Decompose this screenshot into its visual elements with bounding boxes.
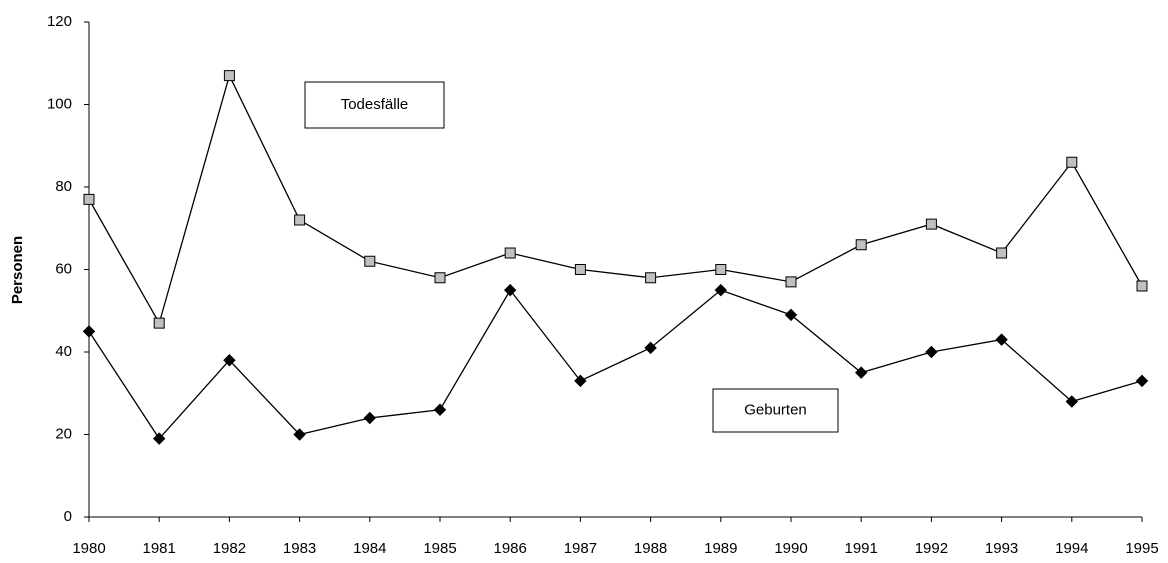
series-line [88,73,1143,325]
series-label: Geburten [744,401,807,418]
marker [855,239,867,251]
marker [996,247,1008,259]
x-tick-label: 1981 [143,540,176,557]
marker [364,255,376,267]
marker [223,70,235,82]
x-tick-label: 1986 [494,540,527,557]
marker [854,366,868,379]
marker [1065,395,1079,408]
x-tick-label: 1987 [564,540,597,557]
marker [784,308,798,322]
marker [714,283,728,297]
marker [434,272,446,284]
marker [715,264,727,275]
x-tick-label: 1993 [985,540,1018,557]
series-label-box [304,81,445,129]
y-tick-label: 60 [55,260,72,277]
marker [293,428,306,441]
marker [574,264,586,275]
marker [1066,156,1078,168]
x-tick-label: 1989 [704,540,737,557]
marker [995,333,1008,346]
marker [363,411,377,425]
x-tick-label: 1990 [774,540,807,557]
marker [645,272,657,284]
marker [82,325,96,338]
x-tick-label: 1983 [283,540,316,557]
marker [644,341,657,355]
marker [1136,280,1148,292]
marker [223,354,236,367]
series-line [88,288,1143,440]
x-tick-label: 1985 [423,540,456,557]
series-label: Todesfälle [341,96,409,113]
y-axis-label: Personen [9,236,26,304]
marker [503,283,517,297]
x-tick-label: 1982 [213,540,246,557]
marker [504,247,516,259]
marker [153,317,165,329]
y-tick-label: 120 [47,13,72,30]
x-tick-label: 1992 [915,540,948,557]
x-tick-label: 1994 [1055,540,1088,557]
marker [294,214,306,226]
marker [152,432,166,445]
y-tick-label: 80 [55,178,72,195]
x-tick-label: 1995 [1125,540,1158,557]
y-tick-label: 40 [55,343,72,360]
x-tick-label: 1988 [634,540,667,557]
marker [785,276,797,288]
y-tick-label: 100 [47,95,72,112]
marker [574,374,587,388]
x-tick-label: 1980 [72,540,105,557]
x-tick-label: 1984 [353,540,386,557]
marker [925,218,937,230]
marker [925,345,938,359]
y-tick-label: 0 [64,508,72,525]
y-tick-label: 20 [55,425,72,442]
series-label-box [712,388,839,433]
marker [83,193,95,205]
x-tick-label: 1991 [845,540,878,557]
marker [1135,374,1149,388]
marker [433,403,447,416]
